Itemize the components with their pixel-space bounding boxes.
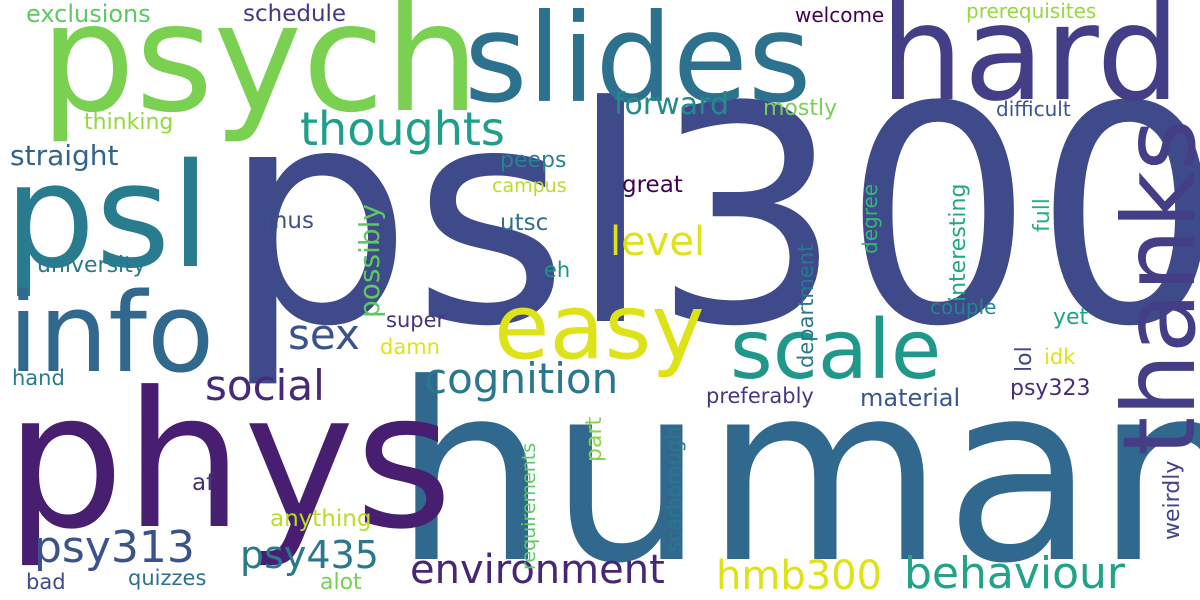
word-behaviour: behaviour [904, 548, 1126, 599]
word-eh: eh [544, 258, 571, 282]
word-slides: slides [464, 0, 812, 130]
word-cognition: cognition [424, 354, 619, 403]
word-psl: psl [4, 132, 211, 300]
word-hmb300: hmb300 [716, 553, 883, 599]
word-peeps: peeps [500, 148, 567, 173]
word-interesting: interesting [946, 183, 971, 302]
word-scarborough: scarborough [662, 427, 686, 552]
word-level: level [610, 219, 706, 265]
word-full: full [1030, 198, 1055, 232]
word-easy: easy [494, 275, 705, 380]
word-phys: phys [5, 352, 453, 571]
word-environment: environment [410, 547, 665, 593]
word-yet: yet [1053, 305, 1089, 330]
word-thanks: thanks [1101, 118, 1200, 456]
word-lol: lol [1012, 346, 1037, 372]
word-department: department [794, 243, 818, 368]
word-damn: damn [380, 335, 440, 359]
word-psy313: psy313 [34, 522, 195, 573]
word-quizzes: quizzes [128, 566, 207, 590]
word-couple: couple [930, 295, 997, 319]
word-straight: straight [10, 139, 119, 172]
word-weirdly: weirdly [1160, 460, 1185, 540]
word-hand: hand [12, 366, 65, 390]
word-anything: anything [270, 506, 372, 532]
word-psl300: psl300 [222, 43, 1200, 392]
word-psy435: psy435 [240, 533, 379, 577]
word-difficult: difficult [996, 97, 1071, 121]
word-thoughts: thoughts [300, 102, 505, 156]
word-human: human [393, 332, 1200, 600]
word-university: university [37, 253, 146, 278]
word-thinking: thinking [84, 110, 174, 135]
word-psych: psych [40, 0, 480, 146]
word-social: social [205, 361, 325, 410]
word-forward: forward [614, 87, 730, 122]
word-sex: sex [288, 310, 360, 359]
word-af: af [192, 470, 215, 496]
word-requirements: requirements [518, 442, 540, 570]
word-bad: bad [26, 570, 66, 594]
word-utsc: utsc [500, 210, 549, 236]
word-schedule: schedule [243, 1, 347, 27]
word-degree: degree [858, 183, 882, 254]
word-info: info [8, 269, 215, 397]
word-super: super [386, 308, 446, 332]
word-prerequisites: prerequisites [966, 0, 1097, 23]
word-hard: hard [880, 0, 1181, 131]
word-alot: alot [320, 570, 362, 595]
word-preferably: preferably [706, 384, 814, 408]
word-psy323: psy323 [1010, 376, 1091, 401]
word-idk: idk [1044, 345, 1076, 369]
word-exclusions: exclusions [26, 0, 151, 28]
word-scale: scale [730, 303, 942, 398]
word-mus: mus [265, 208, 314, 234]
word-campus: campus [492, 175, 567, 197]
word-mostly: mostly [763, 96, 838, 121]
word-material: material [860, 384, 961, 412]
word-great: great [622, 172, 683, 198]
word-part: part [582, 416, 607, 462]
word-possibly: possibly [353, 204, 386, 318]
word-welcome: welcome [795, 3, 885, 27]
